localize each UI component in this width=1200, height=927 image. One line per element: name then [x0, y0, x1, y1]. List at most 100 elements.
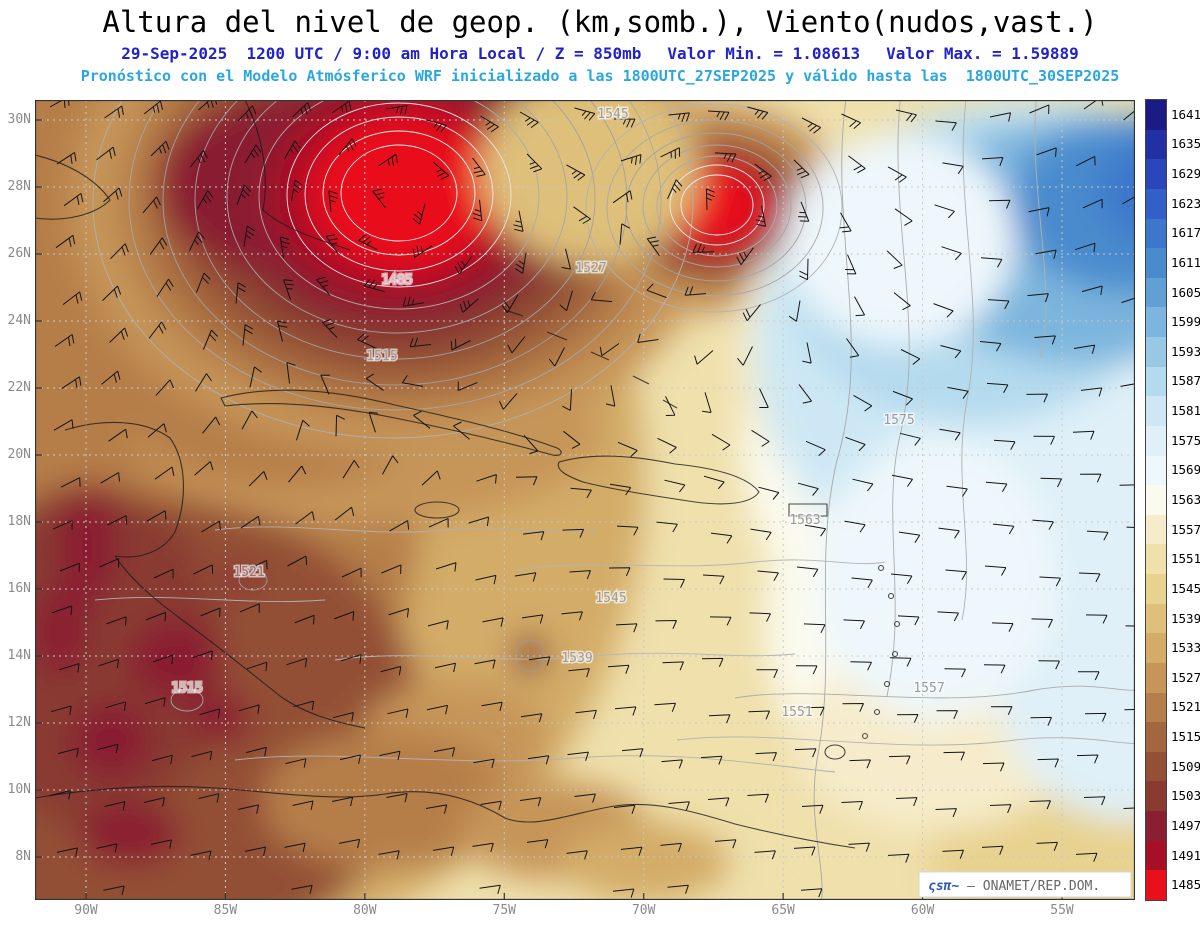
wind-barb: [616, 525, 639, 536]
colorbar-value: 1551: [1171, 551, 1200, 567]
wind-barb: [707, 797, 730, 807]
colorbar-block: [1146, 455, 1166, 486]
wind-barb: [475, 574, 497, 585]
wind-barb: [316, 276, 331, 296]
wind-barb: [101, 370, 121, 385]
colorbar-block: [1146, 159, 1166, 189]
lat-tick-label: 26N: [7, 246, 31, 261]
wind-barb: [798, 384, 812, 404]
figure-title: Altura del nivel de geop. (km,somb.), Vi…: [102, 5, 1098, 39]
wind-barb: [146, 510, 167, 522]
wind-barb: [982, 762, 1005, 772]
wind-barb: [59, 562, 80, 573]
wind-barb: [1039, 576, 1061, 587]
lat-tick-label: 30N: [7, 112, 31, 127]
lon-tick-label: 80W: [353, 903, 377, 918]
wind-barb: [942, 849, 964, 859]
wind-barb: [194, 461, 214, 476]
wind-barb: [56, 847, 78, 857]
wind-barb: [476, 474, 497, 484]
wind-barb: [242, 324, 254, 346]
wind-barb: [1084, 712, 1107, 722]
wind-barb: [332, 712, 354, 722]
wind-barb: [526, 153, 543, 173]
wind-barb: [432, 161, 450, 180]
wind-barb: [1034, 335, 1056, 345]
wind-barb: [365, 373, 384, 391]
wind-barb: [747, 793, 769, 803]
wind-barb: [887, 166, 907, 183]
wind-barb: [620, 846, 643, 856]
wind-barb: [421, 470, 441, 486]
wind-barb: [736, 247, 754, 265]
wind-barb: [1028, 207, 1050, 217]
wind-barb: [480, 800, 502, 811]
wind-barb: [328, 190, 338, 212]
wind-barb: [797, 482, 819, 496]
value-min-text: Valor Min. = 1.08613: [667, 44, 861, 63]
wind-barb: [412, 245, 433, 258]
wind-barb: [459, 298, 479, 313]
wind-barb: [660, 147, 681, 159]
wind-barb: [702, 574, 725, 585]
wind-barb: [559, 290, 573, 312]
wind-barb: [574, 793, 596, 803]
wind-barb: [665, 396, 676, 416]
wind-barb: [566, 164, 586, 181]
wind-barb: [104, 801, 126, 811]
wind-barb: [839, 212, 852, 233]
colorbar-value: 1539: [1171, 610, 1200, 626]
wind-barb: [843, 619, 865, 630]
wind-barb: [654, 702, 676, 712]
wind-barb: [1075, 852, 1098, 862]
wind-barb: [1030, 716, 1052, 726]
wind-barb: [474, 659, 496, 669]
colorbar-block: [1146, 188, 1166, 219]
wind-barb: [937, 611, 959, 622]
lon-tick-label: 75W: [492, 903, 517, 918]
wind-barb: [472, 199, 483, 222]
wind-barb: [887, 853, 910, 863]
contour-label: 1545: [597, 107, 628, 122]
wind-barb: [189, 231, 205, 251]
wind-barb: [291, 179, 303, 201]
wind-barb: [946, 485, 968, 497]
wind-barb: [519, 111, 539, 129]
wind-barb: [156, 278, 174, 297]
wind-barb: [342, 460, 360, 479]
wind-barb: [293, 700, 315, 711]
wind-barb: [615, 623, 638, 633]
wind-barb: [891, 474, 914, 487]
wind-barb: [55, 234, 76, 249]
wind-barb: [338, 138, 357, 156]
wind-barb: [333, 611, 355, 621]
wind-barb: [619, 223, 630, 245]
wind-barb: [196, 272, 211, 293]
wind-barb: [1036, 841, 1058, 851]
lon-tick-label: 60W: [910, 903, 935, 918]
colorbar-value: 1623: [1171, 195, 1200, 211]
wind-barb: [507, 336, 526, 354]
wind-barb: [548, 347, 565, 367]
wind-barb: [49, 790, 71, 800]
lat-tick-label: 10N: [7, 782, 31, 797]
lon-tick-label: 85W: [213, 903, 238, 918]
colorbar-value: 1599: [1171, 314, 1200, 330]
colorbar-block: [1146, 603, 1166, 634]
wind-barb: [799, 258, 809, 281]
wind-barb: [1073, 344, 1096, 354]
wind-barb: [845, 436, 866, 452]
wind-barb: [190, 150, 208, 168]
wind-barb: [482, 617, 504, 627]
wind-barb: [608, 567, 631, 577]
colorbar-value: 1575: [1171, 432, 1200, 448]
wind-barb: [737, 346, 753, 366]
wind-barb: [388, 608, 409, 618]
wind-barb: [854, 296, 866, 317]
wind-barb: [562, 389, 572, 411]
wind-barb: [1026, 393, 1048, 403]
colorbar-block: [1146, 544, 1166, 574]
valid-datetime-text: 29-Sep-2025 1200 UTC / 9:00 am Hora Loca…: [121, 44, 642, 63]
wind-barb: [747, 106, 769, 120]
wind-barb: [660, 842, 682, 853]
